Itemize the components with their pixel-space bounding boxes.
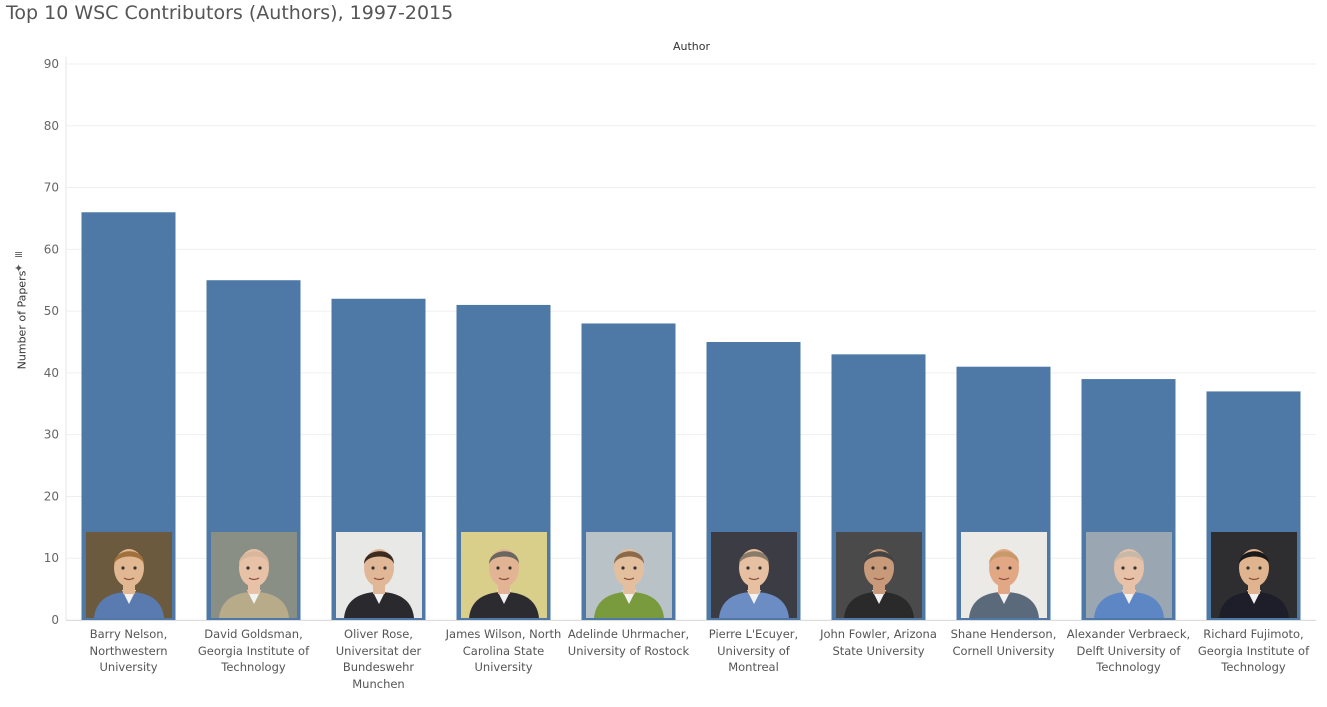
chart-title: Top 10 WSC Contributors (Authors), 1997-… bbox=[6, 2, 454, 24]
x-axis-title: Author bbox=[672, 40, 711, 53]
author-photo bbox=[85, 532, 172, 618]
x-tick-label: Richard Fujimoto, Georgia Institute of Tec… bbox=[1192, 626, 1316, 676]
x-tick-label-line: Barry Nelson, bbox=[89, 627, 168, 641]
x-tick-label-line: Georgia Institute of bbox=[197, 643, 310, 658]
author-photo bbox=[585, 532, 672, 618]
x-tick-label-line: Northwestern bbox=[89, 643, 168, 658]
author-photo bbox=[460, 532, 547, 618]
y-tick-label: 90 bbox=[44, 57, 59, 71]
x-tick-label: Pierre L'Ecuyer, University of Montreal bbox=[692, 626, 816, 676]
y-tick-label: 50 bbox=[44, 304, 59, 318]
x-tick-label-line: Technology bbox=[221, 660, 286, 674]
author-photo bbox=[210, 532, 297, 618]
x-tick-label-line: John Fowler, Arizona bbox=[820, 627, 937, 641]
y-tick-label: 40 bbox=[44, 366, 59, 380]
x-tick-label-line: Montreal bbox=[728, 660, 779, 674]
x-tick-label-line: University bbox=[99, 660, 158, 674]
x-tick-label: David Goldsman, Georgia Institute of Techn… bbox=[192, 626, 316, 676]
x-tick-label-line: Bundeswehr bbox=[342, 660, 415, 674]
author-photo bbox=[710, 532, 797, 618]
x-tick-label-line: Oliver Rose, bbox=[344, 627, 413, 641]
x-tick-label: John Fowler, Arizona State University bbox=[817, 626, 941, 659]
y-tick-label: 70 bbox=[44, 181, 59, 195]
x-tick-label-line: James Wilson, North bbox=[445, 627, 562, 641]
x-tick-label: Shane Henderson, Cornell University bbox=[942, 626, 1066, 659]
author-photo bbox=[1210, 532, 1297, 618]
y-tick-label: 30 bbox=[44, 428, 59, 442]
y-tick-label: 20 bbox=[44, 489, 59, 503]
author-photo bbox=[960, 532, 1047, 618]
x-tick-label-line: Adelinde Uhrmacher, bbox=[567, 627, 690, 641]
x-tick-label-line: Cornell University bbox=[952, 643, 1055, 658]
author-photo bbox=[1085, 532, 1172, 618]
y-tick-label: 80 bbox=[44, 119, 59, 133]
x-tick-label-line: University of bbox=[717, 643, 790, 658]
x-tick-label-line: State University bbox=[832, 643, 925, 658]
x-tick-label-line: Richard Fujimoto, bbox=[1203, 627, 1304, 641]
y-tick-label: 60 bbox=[44, 242, 59, 256]
x-tick-label-line: David Goldsman, bbox=[204, 627, 303, 641]
x-tick-label-line: Technology bbox=[1221, 660, 1286, 674]
x-tick-label-line: University bbox=[474, 660, 533, 674]
x-tick-label: Barry Nelson, Northwestern University bbox=[67, 626, 191, 676]
x-tick-label-line: Shane Henderson, bbox=[950, 627, 1057, 641]
x-tick-label: James Wilson, North Carolina State Univers… bbox=[442, 626, 566, 676]
x-tick-label: Adelinde Uhrmacher, University of Rostock bbox=[567, 626, 691, 659]
x-tick-label-line: Munchen bbox=[352, 676, 405, 691]
y-tick-label: 0 bbox=[51, 613, 59, 627]
x-tick-label-line: Alexander Verbraeck, bbox=[1066, 627, 1191, 641]
x-tick-label: Alexander Verbraeck, Delft University of T… bbox=[1067, 626, 1191, 676]
sort-icon[interactable]: ≡ ✦ bbox=[14, 248, 24, 275]
y-tick-label: 10 bbox=[44, 551, 59, 565]
pin-icon[interactable]: ✦ bbox=[14, 262, 24, 275]
x-tick-label-line: University of Rostock bbox=[567, 643, 690, 658]
x-tick-label-line: Universitat der bbox=[335, 643, 422, 658]
x-tick-label-line: Pierre L'Ecuyer, bbox=[708, 627, 799, 641]
author-photo bbox=[335, 532, 422, 618]
x-tick-label-line: Delft University of bbox=[1076, 643, 1181, 658]
x-tick-label: Oliver Rose, Universitat der Bundeswehr Mun… bbox=[317, 626, 441, 692]
author-photo bbox=[835, 532, 922, 618]
x-tick-label-line: Georgia Institute of bbox=[1197, 643, 1310, 658]
x-tick-label-line: Carolina State bbox=[462, 643, 545, 658]
x-tick-label-line: Technology bbox=[1096, 660, 1161, 674]
